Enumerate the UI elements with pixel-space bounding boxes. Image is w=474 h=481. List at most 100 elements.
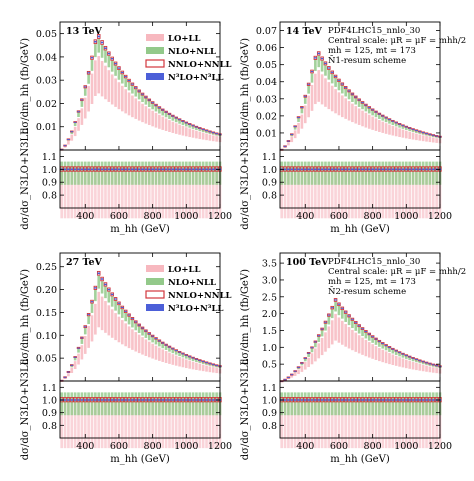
lo-ratio bbox=[110, 397, 114, 449]
nlo-ratio bbox=[211, 392, 215, 416]
lo-ratio bbox=[100, 397, 104, 449]
nlo-ratio bbox=[394, 161, 398, 185]
lo-band bbox=[174, 355, 178, 366]
nlo-band bbox=[421, 132, 425, 135]
n3lo-ratio bbox=[110, 168, 114, 171]
lo-band bbox=[215, 136, 218, 142]
n3lo-band bbox=[164, 344, 168, 346]
lo-ratio bbox=[334, 166, 337, 219]
nlo-ratio bbox=[107, 161, 111, 185]
nlo-ratio bbox=[198, 161, 202, 185]
lo-band bbox=[117, 82, 121, 110]
lo-band bbox=[114, 313, 117, 341]
n3lo-ratio bbox=[164, 168, 168, 171]
nlo-ratio bbox=[388, 392, 391, 416]
lo-ratio bbox=[147, 397, 151, 449]
nlo-ratio bbox=[330, 161, 334, 185]
n3lo-band bbox=[80, 99, 84, 101]
nlo-ratio bbox=[341, 161, 344, 185]
nlo-ratio bbox=[63, 161, 67, 185]
nlo-ratio bbox=[110, 392, 114, 416]
n3lo-band bbox=[435, 135, 438, 137]
nlo-band bbox=[158, 108, 161, 114]
lo-ratio bbox=[357, 166, 361, 219]
lo-ratio bbox=[80, 397, 84, 449]
nlo-band bbox=[327, 69, 331, 80]
nlo-ratio bbox=[121, 161, 124, 185]
lo-band bbox=[317, 70, 321, 102]
nlo-ratio bbox=[178, 161, 181, 185]
legend-entry: NLO+NLL bbox=[168, 47, 216, 57]
lo-band bbox=[117, 316, 121, 343]
nlo-ratio bbox=[117, 392, 121, 416]
lo-band bbox=[168, 120, 171, 133]
lo-band bbox=[317, 343, 321, 359]
n3lo-ratio bbox=[371, 399, 374, 401]
lo-ratio bbox=[97, 166, 101, 219]
lo-ratio bbox=[415, 397, 418, 449]
n3lo-band bbox=[137, 90, 141, 92]
n3lo-ratio bbox=[137, 399, 141, 401]
legend-entry: N³LO+N³LL bbox=[168, 73, 223, 83]
n3lo-band bbox=[324, 62, 327, 65]
lo-ratio bbox=[211, 166, 215, 219]
nlo-ratio bbox=[320, 392, 324, 416]
nlo-ratio bbox=[435, 161, 438, 185]
lo-ratio bbox=[77, 166, 80, 219]
n3lo-band bbox=[357, 99, 361, 101]
n3lo-ratio bbox=[290, 168, 294, 171]
nlo-ratio bbox=[97, 392, 101, 416]
nlo-band bbox=[374, 112, 378, 118]
lo-band bbox=[303, 105, 307, 124]
lo-band bbox=[161, 349, 165, 362]
n3lo-band bbox=[97, 35, 101, 38]
lo-band bbox=[198, 363, 202, 371]
lo-ratio bbox=[401, 397, 405, 449]
lo-band bbox=[73, 126, 77, 137]
nlo-ratio bbox=[94, 161, 97, 185]
n3lo-band bbox=[151, 335, 154, 337]
n3lo-band bbox=[141, 93, 144, 95]
lo-band bbox=[195, 130, 198, 139]
n3lo-ratio bbox=[63, 399, 67, 401]
nlo-ratio bbox=[201, 392, 205, 416]
nlo-band bbox=[418, 131, 422, 134]
n3lo-ratio bbox=[77, 399, 80, 401]
lo-ratio bbox=[371, 397, 374, 449]
nlo-ratio bbox=[117, 161, 121, 185]
nlo-band bbox=[87, 316, 90, 325]
nlo-band bbox=[293, 126, 297, 130]
n3lo-ratio bbox=[351, 399, 354, 401]
nlo-ratio bbox=[330, 392, 334, 416]
lo-ratio bbox=[320, 397, 324, 449]
n3lo-ratio bbox=[164, 399, 168, 401]
n3lo-ratio bbox=[283, 168, 287, 171]
nlo-band bbox=[100, 44, 104, 58]
n3lo-band bbox=[161, 109, 165, 111]
n3lo-ratio bbox=[381, 168, 385, 171]
lo-band bbox=[63, 146, 67, 148]
legend-entry: NNLO+NNLL bbox=[168, 60, 232, 70]
n3lo-band bbox=[110, 293, 114, 296]
lo-band bbox=[110, 74, 114, 105]
nlo-band bbox=[117, 69, 121, 80]
nlo-ratio bbox=[327, 392, 331, 416]
ytick-label: 0.03 bbox=[256, 94, 277, 105]
nlo-band bbox=[168, 114, 171, 120]
nlo-ratio bbox=[303, 392, 307, 416]
lo-band bbox=[191, 361, 195, 370]
n3lo-band bbox=[117, 302, 121, 304]
lo-ratio bbox=[154, 166, 158, 219]
xtick-label: 600 bbox=[330, 441, 348, 452]
ylabel: dσ/dm_hh (fb/GeV) bbox=[20, 269, 31, 365]
n3lo-ratio bbox=[188, 168, 191, 171]
n3lo-ratio bbox=[324, 399, 327, 401]
nlo-ratio bbox=[374, 161, 378, 185]
n3lo-ratio bbox=[211, 399, 215, 401]
nlo-ratio bbox=[327, 161, 331, 185]
ratio-ytick-label: 0.9 bbox=[262, 178, 277, 189]
n3lo-ratio bbox=[347, 168, 351, 171]
ytick-label: 0.07 bbox=[256, 26, 277, 37]
nlo-band bbox=[131, 319, 134, 328]
lo-ratio bbox=[63, 166, 67, 219]
